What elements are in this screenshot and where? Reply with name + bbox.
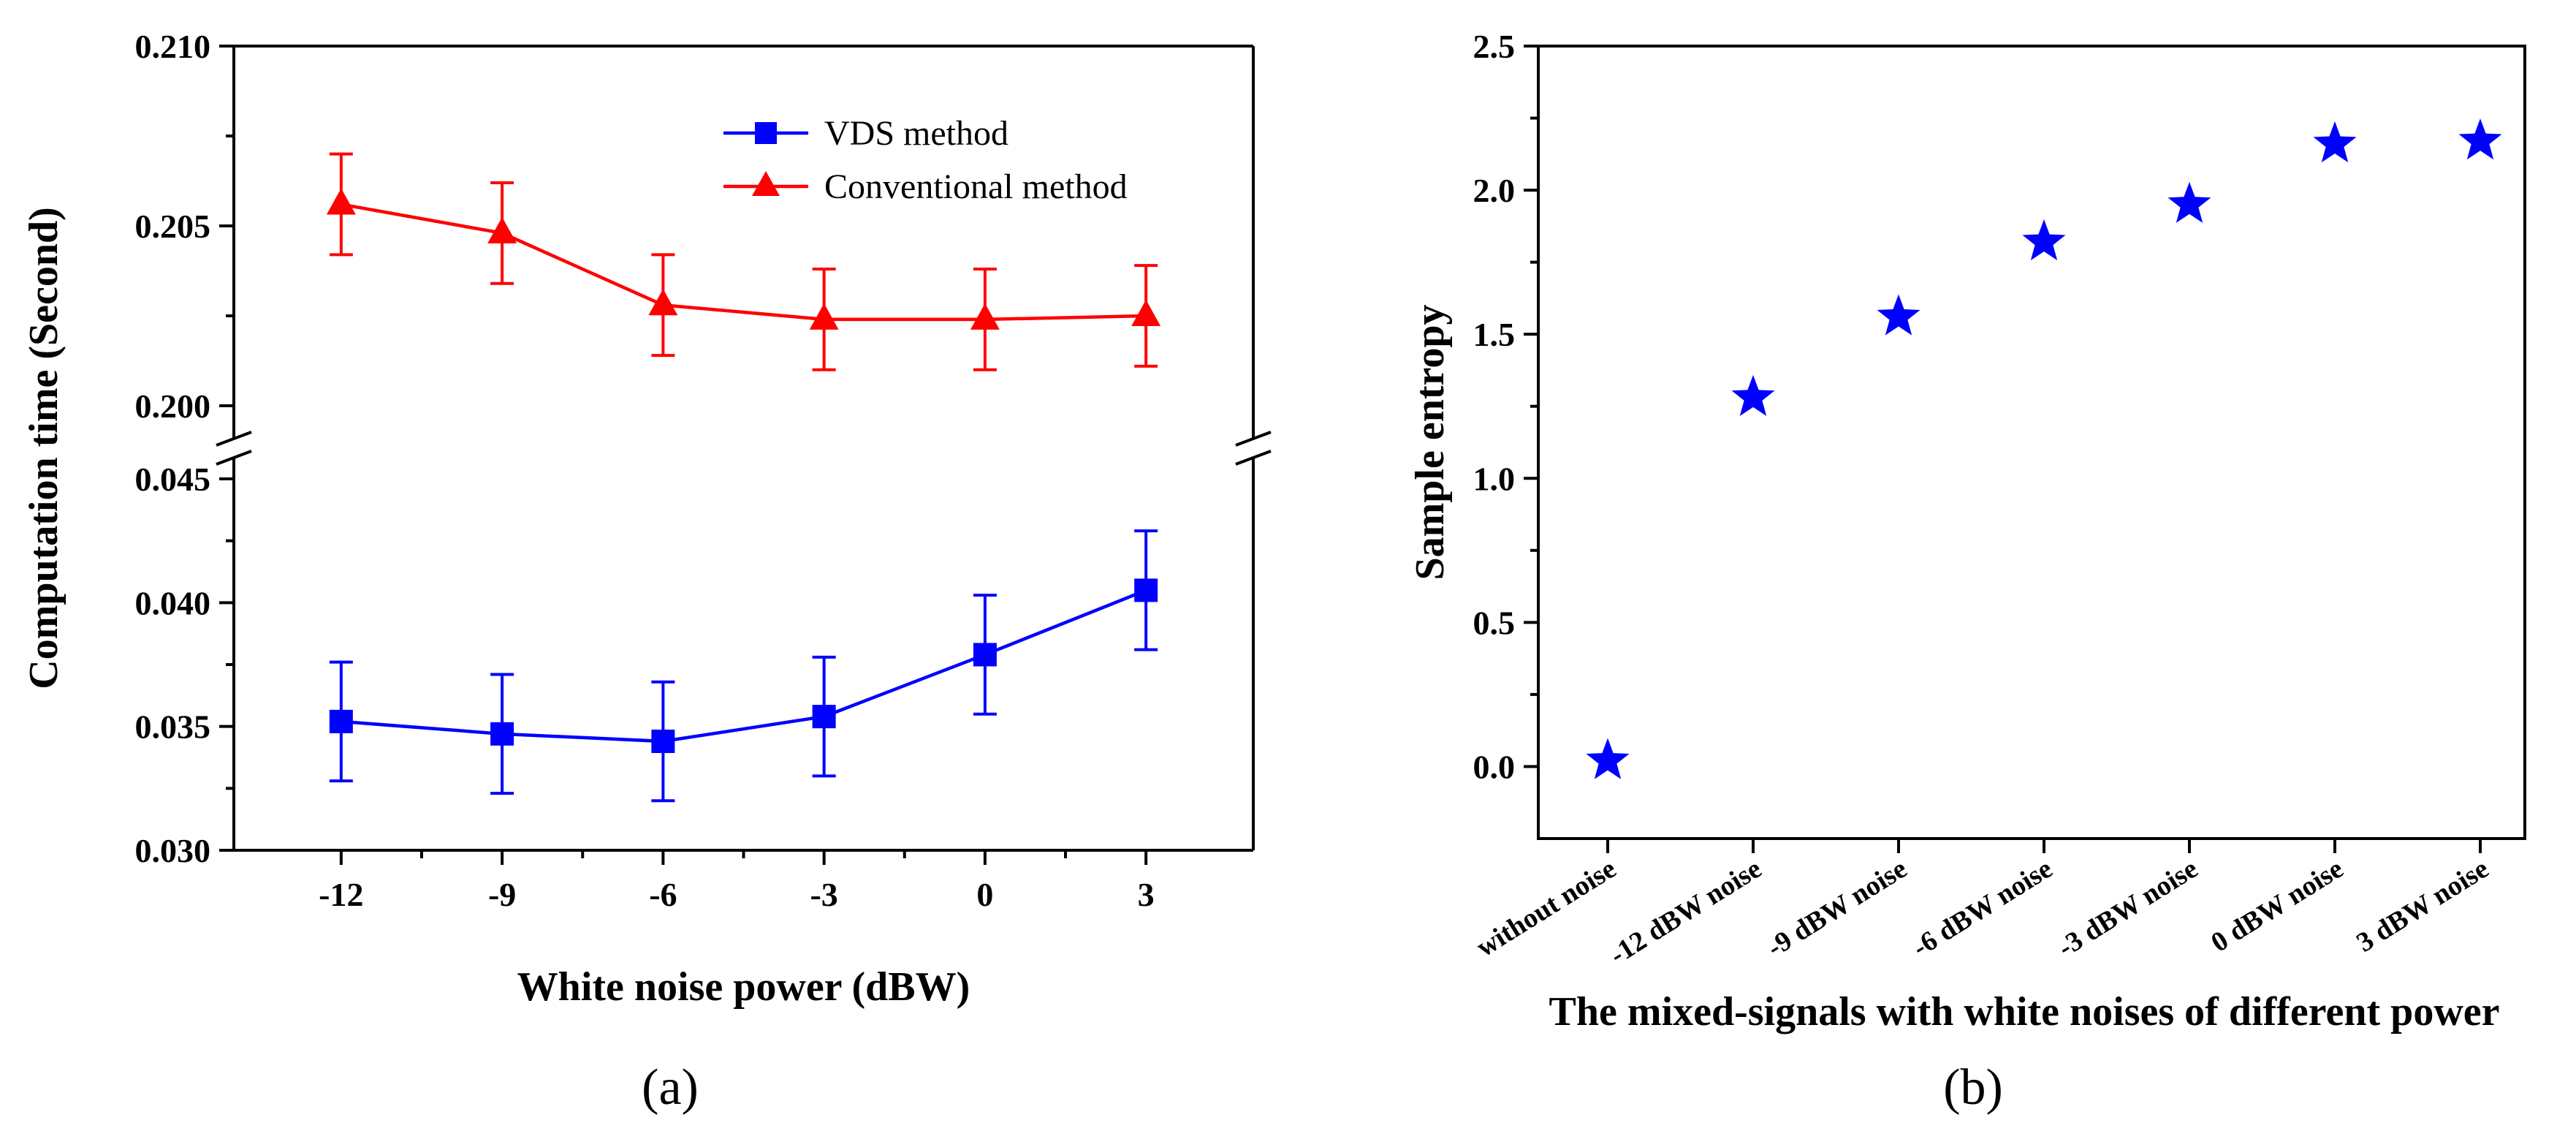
data-point-square	[812, 705, 836, 729]
data-point-square	[490, 722, 514, 746]
series-line	[341, 589, 1147, 744]
x-category-label: -6 dBW noise	[1907, 853, 2058, 964]
series-conventional-method	[326, 152, 1161, 371]
y-tick-label: 1.5	[1473, 316, 1516, 353]
data-point-star	[2022, 219, 2066, 261]
panel-label-a: (a)	[642, 1059, 699, 1116]
axis-break-mark	[216, 431, 252, 447]
x-category-label: -9 dBW noise	[1762, 853, 1912, 964]
y-axis-title: Computation time (Second)	[21, 207, 67, 689]
axis-break-mark	[216, 450, 252, 466]
panel-label-b: (b)	[1943, 1059, 2003, 1116]
series-line	[341, 203, 1147, 322]
data-point-star	[2313, 121, 2357, 163]
x-axis-title: The mixed-signals with white noises of d…	[1549, 989, 2500, 1034]
data-point-triangle	[326, 188, 356, 215]
data-point-triangle	[487, 216, 517, 243]
data-point-star	[1586, 738, 1630, 779]
panel-a-computation-time-chart: 0.200 0.205 0.210 0.030 0.035 0.040 0.045 -12 -9…	[21, 28, 1272, 1116]
y-tick-label: 2.5	[1473, 28, 1516, 65]
y-tick-label: 2.0	[1473, 172, 1516, 209]
data-point-square	[973, 643, 997, 667]
y-tick-label: 0.205	[135, 208, 211, 245]
x-axis-title: White noise power (dBW)	[517, 964, 970, 1010]
axis-break-mark	[1235, 450, 1272, 466]
data-point-star	[1731, 374, 1775, 416]
legend: VDS method Conventional method	[723, 114, 1128, 206]
x-tick-label: -12	[319, 876, 363, 913]
y-tick-label: 1.0	[1473, 460, 1516, 497]
y-tick-label: 0.5	[1473, 604, 1516, 641]
y-tick-label: 0.035	[135, 708, 211, 746]
x-category-label: 3 dBW noise	[2351, 853, 2493, 958]
y-tick-label: 0.210	[135, 28, 211, 65]
data-point-triangle	[970, 303, 1000, 330]
y-tick-label: 0.200	[135, 387, 211, 425]
data-point-star	[1877, 294, 1920, 336]
x-tick-label: 0	[976, 876, 993, 913]
data-point-triangle	[809, 303, 839, 330]
x-tick-label: -9	[488, 876, 516, 913]
y-tick-label: 0.0	[1473, 748, 1516, 785]
y-tick-label: 0.045	[135, 461, 211, 498]
legend-label: VDS method	[824, 114, 1008, 153]
data-point-star	[2458, 118, 2502, 160]
series-vds-method	[329, 529, 1158, 803]
x-category-label: -3 dBW noise	[2053, 853, 2203, 964]
x-tick-label: -6	[649, 876, 677, 913]
x-category-label: 0 dBW noise	[2205, 853, 2348, 958]
y-tick-label: 0.040	[135, 584, 211, 621]
legend-marker-triangle	[752, 171, 780, 196]
y-axis-title: Sample entropy	[1407, 305, 1453, 580]
data-point-square	[1134, 578, 1158, 602]
axis-break-mark	[1235, 431, 1272, 447]
plot-frame	[1537, 45, 2526, 840]
data-point-star	[2167, 181, 2211, 223]
data-point-square	[651, 729, 675, 753]
y-tick-label: 0.030	[135, 832, 211, 869]
x-tick-label: 3	[1138, 876, 1155, 913]
x-category-label: without noise	[1471, 853, 1622, 963]
data-point-triangle	[648, 289, 678, 316]
legend-marker-square	[755, 122, 777, 144]
panel-b-sample-entropy-chart: 0.0 0.5 1.0 1.5 2.0 2.5 without noise-12 dBW n…	[1407, 28, 2526, 1116]
x-tick-label: -3	[810, 876, 837, 913]
x-category-label: -12 dBW noise	[1605, 853, 1767, 971]
data-point-square	[329, 709, 353, 733]
data-point-triangle	[1131, 300, 1161, 326]
legend-label: Conventional method	[824, 167, 1128, 206]
